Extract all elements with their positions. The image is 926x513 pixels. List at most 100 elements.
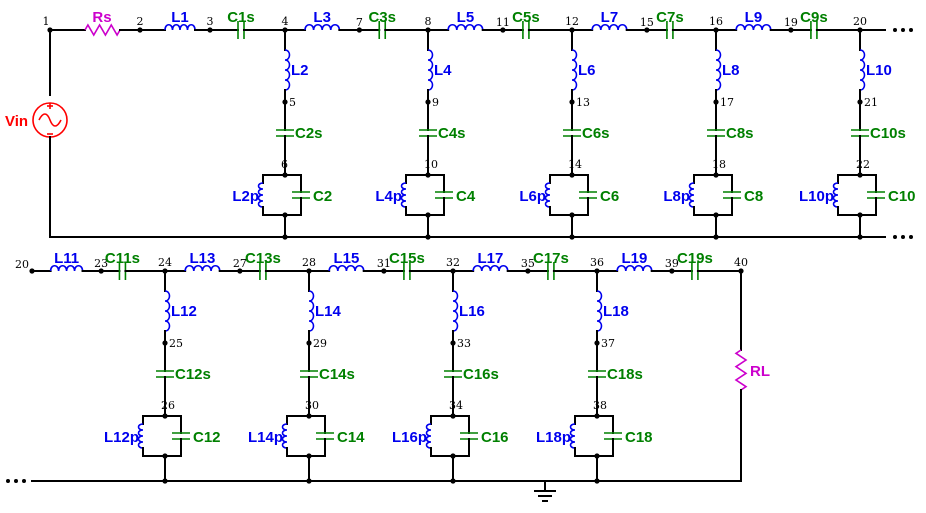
node-number: 25 bbox=[169, 337, 183, 350]
inductor-symbol bbox=[571, 49, 578, 91]
source-label: Vin bbox=[5, 113, 28, 130]
shunt-inductor-label: L2 bbox=[291, 62, 309, 79]
series-inductor-label: L7 bbox=[601, 9, 619, 26]
continuation-dot bbox=[901, 28, 905, 32]
tank-inductor-label: L4p bbox=[375, 188, 402, 205]
node-number: 2 bbox=[137, 15, 144, 28]
tank-capacitor-label: C8 bbox=[744, 188, 763, 205]
node-number: 6 bbox=[281, 158, 288, 171]
junction-dot bbox=[594, 453, 600, 459]
series-inductor-label: L17 bbox=[478, 250, 504, 267]
junction-dot bbox=[450, 340, 456, 346]
continuation-dot bbox=[901, 235, 905, 239]
junction-dot bbox=[857, 212, 863, 218]
tank-capacitor-label: C12 bbox=[193, 429, 221, 446]
series-capacitor-label: C5s bbox=[512, 9, 540, 26]
continuation-dot bbox=[909, 28, 913, 32]
inductor-symbol bbox=[735, 23, 772, 31]
inductor-symbol bbox=[137, 423, 144, 449]
junction-dot bbox=[98, 268, 104, 274]
node-number: 4 bbox=[282, 15, 289, 28]
node-number: 17 bbox=[720, 96, 734, 109]
node-number: 27 bbox=[233, 257, 247, 270]
series-capacitor-label: C11s bbox=[105, 250, 140, 267]
node-number: 20 bbox=[15, 258, 29, 271]
junction-dot bbox=[306, 453, 312, 459]
shunt-series-capacitor-label: C18s bbox=[607, 366, 643, 383]
shunt-inductor-label: L12 bbox=[171, 303, 197, 320]
shunt-series-capacitor-label: C8s bbox=[726, 125, 754, 142]
series-capacitor-label: C1s bbox=[227, 9, 255, 26]
junction-dot bbox=[857, 99, 863, 105]
junction-dot bbox=[525, 268, 531, 274]
series-inductor-label: L3 bbox=[313, 9, 331, 26]
inductor-symbol bbox=[281, 423, 288, 449]
series-capacitor-label: C7s bbox=[656, 9, 684, 26]
junction-dot bbox=[594, 340, 600, 346]
tank-inductor-label: L16p bbox=[392, 429, 427, 446]
resistor-symbol bbox=[734, 349, 748, 391]
inductor-symbol bbox=[304, 23, 341, 31]
node-number: 36 bbox=[590, 256, 604, 269]
shunt-inductor-label: L16 bbox=[459, 303, 485, 320]
node-number: 22 bbox=[856, 158, 870, 171]
inductor-symbol bbox=[544, 182, 551, 208]
junction-dot bbox=[713, 212, 719, 218]
inductor-symbol bbox=[164, 290, 171, 332]
tank-capacitor-label: C18 bbox=[625, 429, 653, 446]
node-number: 30 bbox=[305, 399, 319, 412]
node-number: 14 bbox=[568, 158, 582, 171]
inductor-symbol bbox=[569, 423, 576, 449]
shunt-series-capacitor-label: C4s bbox=[438, 125, 466, 142]
node-number: 32 bbox=[446, 256, 460, 269]
junction-dot bbox=[282, 212, 288, 218]
junction-dot bbox=[381, 268, 387, 274]
junction-dot bbox=[425, 99, 431, 105]
series-inductor-label: L1 bbox=[171, 9, 189, 26]
series-inductor-label: L13 bbox=[190, 250, 216, 267]
inductor-symbol bbox=[328, 264, 365, 272]
inductor-symbol bbox=[400, 182, 407, 208]
node-number: 21 bbox=[864, 96, 878, 109]
shunt-inductor-label: L14 bbox=[315, 303, 342, 320]
junction-dot bbox=[425, 212, 431, 218]
node-number: 40 bbox=[734, 256, 748, 269]
node-number: 35 bbox=[521, 257, 535, 270]
shunt-series-capacitor-label: C16s bbox=[463, 366, 499, 383]
junction-dot bbox=[237, 268, 243, 274]
shunt-inductor-label: L4 bbox=[434, 62, 452, 79]
inductor-symbol bbox=[591, 23, 628, 31]
node-number: 28 bbox=[302, 256, 316, 269]
series-inductor-label: L19 bbox=[622, 250, 648, 267]
resistor-symbol bbox=[84, 23, 121, 37]
junction-dot bbox=[162, 453, 168, 459]
inductor-symbol bbox=[164, 23, 196, 31]
junction-dot bbox=[162, 340, 168, 346]
inductor-symbol bbox=[49, 264, 84, 272]
node-number: 38 bbox=[593, 399, 607, 412]
series-inductor-label: L5 bbox=[457, 9, 475, 26]
node-number: 1 bbox=[43, 15, 50, 28]
inductor-symbol bbox=[447, 23, 484, 31]
inductor-symbol bbox=[616, 264, 653, 272]
junction-dot bbox=[788, 27, 794, 33]
continuation-dot bbox=[22, 479, 26, 483]
shunt-inductor-label: L10 bbox=[866, 62, 892, 79]
continuation-dot bbox=[893, 28, 897, 32]
series-capacitor-label: C13s bbox=[245, 250, 281, 267]
tank-inductor-label: L6p bbox=[519, 188, 546, 205]
node-number: 13 bbox=[576, 96, 590, 109]
continuation-dot bbox=[14, 479, 18, 483]
node-number: 9 bbox=[432, 96, 439, 109]
inductor-symbol bbox=[257, 182, 264, 208]
node-number: 29 bbox=[313, 337, 327, 350]
series-capacitor-label: C19s bbox=[677, 250, 713, 267]
inductor-symbol bbox=[715, 49, 722, 91]
junction-dot bbox=[207, 27, 213, 33]
shunt-series-capacitor-label: C12s bbox=[175, 366, 211, 383]
node-number: 39 bbox=[665, 257, 679, 270]
series-inductor-label: L11 bbox=[54, 250, 79, 267]
tank-capacitor-label: C14 bbox=[337, 429, 365, 446]
tank-capacitor-label: C2 bbox=[313, 188, 332, 205]
node-number: 10 bbox=[424, 158, 438, 171]
